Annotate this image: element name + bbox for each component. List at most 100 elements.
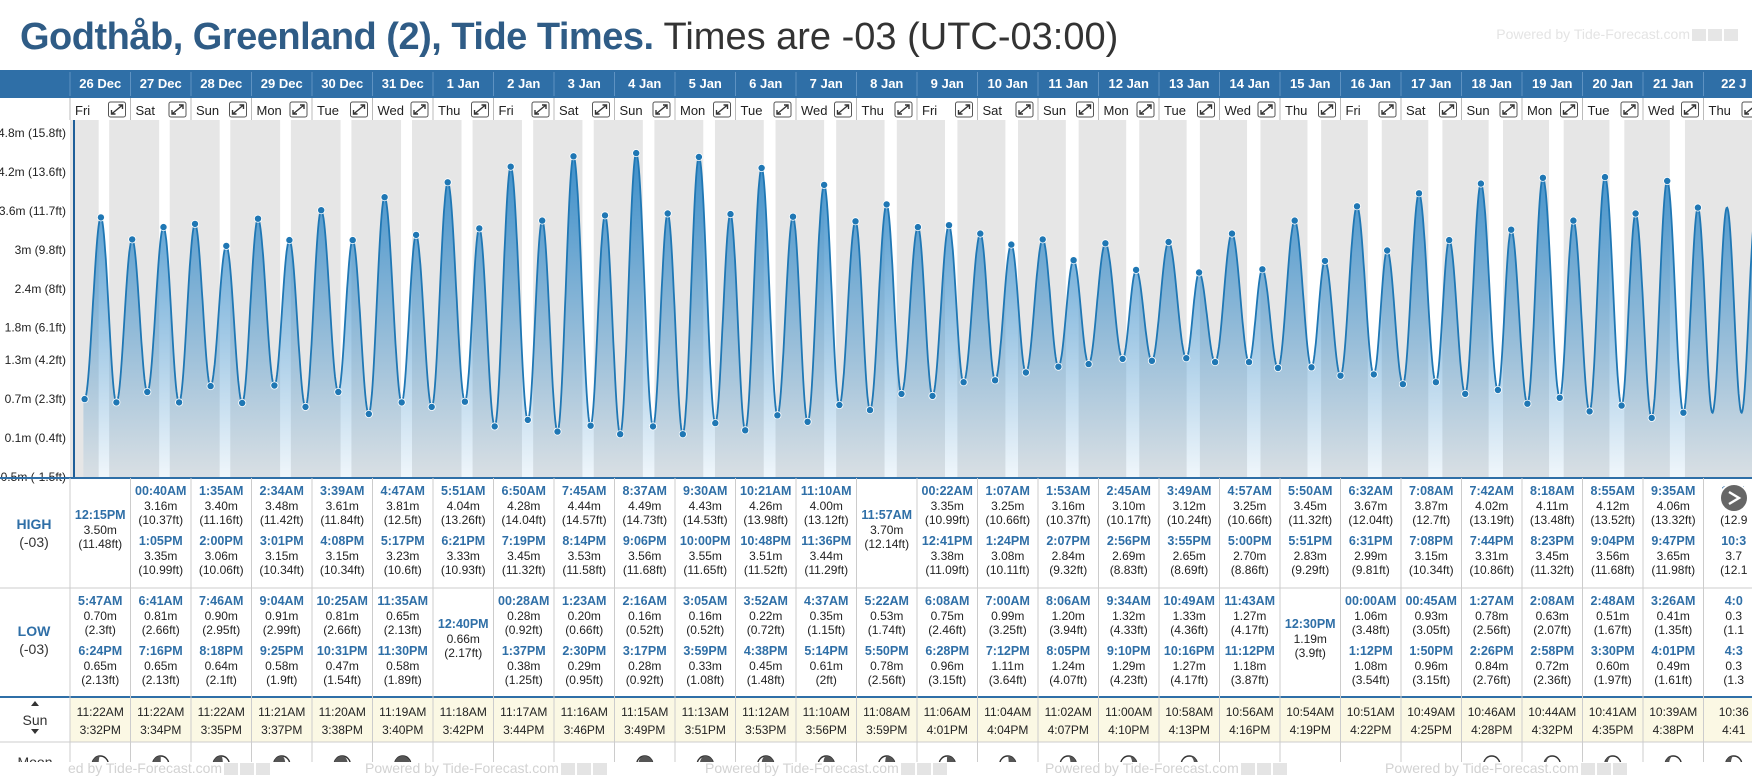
- low-tide-time: 00:45AM: [1406, 594, 1457, 608]
- sunset-time: 3:42PM: [443, 723, 484, 737]
- low-tide-height-ft: (2.76ft): [1473, 673, 1511, 687]
- sunset-time: 3:53PM: [745, 723, 786, 737]
- high-tide-height-ft: (13.98ft): [743, 513, 788, 527]
- sunrise-time: 11:17AM: [500, 705, 547, 719]
- y-tick-label: 4.8m (15.8ft): [0, 126, 66, 140]
- high-tide-height-m: 3.16m: [1052, 499, 1085, 513]
- high-tide-height-m: 3.08m: [991, 549, 1024, 563]
- moon-shadow: [1484, 756, 1492, 762]
- logo-icon: [1724, 29, 1738, 42]
- high-tide-height-ft: (10.37ft): [1046, 513, 1091, 527]
- low-tide-time: 3:17PM: [623, 644, 667, 658]
- tide-point: [460, 397, 469, 406]
- low-tide-height-ft: (2.46ft): [928, 623, 966, 637]
- weekday-label: Sun: [1043, 103, 1066, 118]
- expand-arrow: [836, 104, 850, 115]
- low-tide-height-m: 0.81m: [144, 609, 177, 623]
- high-tide-time: 2:34AM: [260, 484, 304, 498]
- tide-point: [1631, 209, 1640, 218]
- low-tide-height-ft: (3.15ft): [1412, 673, 1450, 687]
- low-tide-time: 6:41AM: [139, 594, 183, 608]
- weekday-label: Wed: [1225, 103, 1252, 118]
- low-tide-height-ft: (2.07ft): [1533, 623, 1571, 637]
- high-tide-height-m: 3.15m: [265, 549, 298, 563]
- page-title: Godthåb, Greenland (2), Tide Times. Times…: [20, 8, 1118, 66]
- low-tide-time: 9:04AM: [260, 594, 304, 608]
- low-tide-height-m: 0.90m: [205, 609, 238, 623]
- tide-point: [1476, 179, 1485, 188]
- low-tide-height-ft: (1.1: [1723, 623, 1744, 637]
- sunrise-time: 10:46AM: [1468, 705, 1516, 719]
- low-tide-height-ft: (1.08ft): [686, 673, 724, 687]
- date-label: 27 Dec: [140, 76, 182, 91]
- sunrise-time: 10:41AM: [1589, 705, 1637, 719]
- weekday-label: Mon: [1527, 103, 1552, 118]
- low-tide-time: 2:16AM: [623, 594, 667, 608]
- sunrise-time: 10:39AM: [1649, 705, 1697, 719]
- weekday-label: Thu: [862, 103, 884, 118]
- tide-point: [1585, 407, 1594, 416]
- high-tide-time: 6:50AM: [502, 484, 546, 498]
- tide-point: [1617, 401, 1626, 410]
- high-tide-height-ft: (13.19ft): [1469, 513, 1514, 527]
- high-tide-time: 1:07AM: [986, 484, 1030, 498]
- high-tide-height-m: 3.33m: [447, 549, 480, 563]
- tide-point: [1336, 371, 1345, 380]
- tide-point: [959, 378, 968, 387]
- moon-shadow: [1007, 756, 1016, 762]
- moon-shadow: [92, 756, 101, 762]
- high-tide-height-ft: (10.86ft): [1469, 563, 1514, 577]
- high-tide-height-ft: (10.24ft): [1167, 513, 1212, 527]
- tide-point: [632, 149, 641, 158]
- tide-point: [1069, 256, 1078, 265]
- weekday-label: Tue: [317, 103, 339, 118]
- tide-point: [1195, 268, 1204, 277]
- date-label: 12 Jan: [1109, 76, 1150, 91]
- high-tide-time: 7:19PM: [502, 534, 546, 548]
- high-tide-height-ft: (11.52ft): [744, 563, 788, 577]
- low-tide-height-m: 0.47m: [326, 659, 359, 673]
- high-tide-height-ft: (11.42ft): [260, 513, 304, 527]
- high-tide-height-m: 2.70m: [1233, 549, 1266, 563]
- expand-arrow: [352, 104, 366, 115]
- low-tide-height-m: 1.08m: [1354, 659, 1387, 673]
- low-tide-time: 5:47AM: [78, 594, 122, 608]
- weekday-label: Fri: [75, 103, 90, 118]
- high-tide-height-ft: (12.5ft): [384, 513, 422, 527]
- tide-point: [711, 419, 720, 428]
- low-tide-time: 3:59PM: [683, 644, 727, 658]
- expand-arrow: [110, 104, 124, 115]
- low-tide-height-m: 1.27m: [1233, 609, 1266, 623]
- high-tide-height-ft: (12.1: [1720, 563, 1748, 577]
- high-row-tz: (-03): [19, 534, 49, 550]
- high-tide-time: 9:30AM: [683, 484, 727, 498]
- tide-point: [945, 221, 954, 230]
- date-label: 19 Jan: [1532, 76, 1573, 91]
- date-label: 7 Jan: [810, 76, 843, 91]
- tide-point: [1679, 408, 1688, 417]
- date-label: 4 Jan: [628, 76, 661, 91]
- moon-shadow: [1128, 756, 1137, 762]
- sunset-time: 3:38PM: [322, 723, 363, 737]
- expand-arrow: [413, 104, 426, 115]
- low-tide-time: 6:28PM: [925, 644, 969, 658]
- high-tide-time: 5:51PM: [1288, 534, 1332, 548]
- low-tide-height-m: 0.66m: [447, 632, 480, 646]
- tide-point: [741, 426, 750, 435]
- low-tide-height-m: 0.49m: [1657, 659, 1690, 673]
- high-tide-height-m: 3.55m: [689, 549, 722, 563]
- high-tide-time: 7:08AM: [1409, 484, 1453, 498]
- low-tide-time: 9:10PM: [1107, 644, 1151, 658]
- low-tide-height-ft: (3.48ft): [1352, 623, 1390, 637]
- sunset-time: 3:46PM: [564, 723, 605, 737]
- weekday-label: Wed: [801, 103, 828, 118]
- moon-shadow: [395, 756, 410, 762]
- tide-point: [1182, 354, 1191, 363]
- high-tide-height-ft: (10.99ft): [925, 513, 970, 527]
- y-tick-label: 3.6m (11.7ft): [0, 204, 66, 218]
- sunset-time: 4:16PM: [1229, 723, 1270, 737]
- powered-by-watermark: Powered by Tide-Forecast.com: [1496, 26, 1738, 42]
- high-tide-height-m: 4.49m: [628, 499, 661, 513]
- sunset-time: 3:59PM: [866, 723, 907, 737]
- high-tide-time: 4:08PM: [320, 534, 364, 548]
